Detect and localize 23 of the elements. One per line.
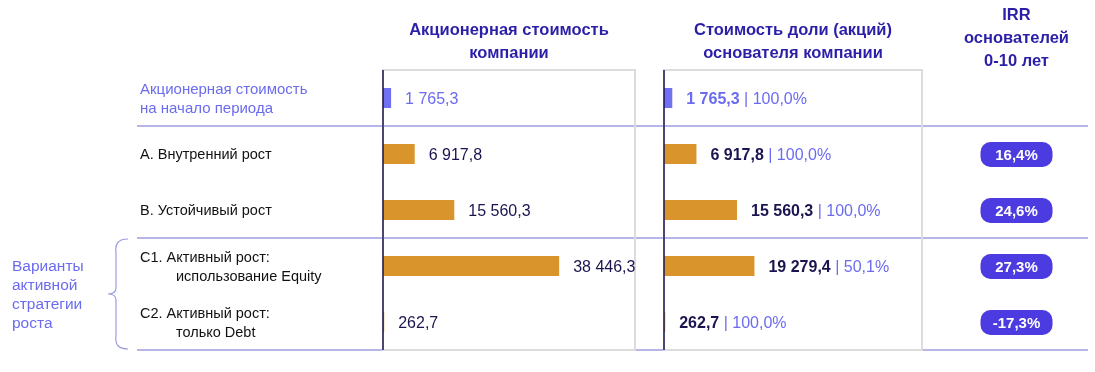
y-tick-label: C2. Активный рост: только Debt: [140, 305, 270, 340]
data-label: 262,7: [398, 314, 439, 331]
text: -17,3%: [992, 313, 1041, 331]
chart-title: Акционерная стоимость компании: [409, 20, 609, 61]
y-tick-label: C1. Активный рост: использование Equity: [140, 249, 323, 284]
y-tick-label: Акционерная стоимость на начало периода: [140, 80, 308, 116]
data-label: 262,7 | 100,0%: [679, 314, 787, 331]
data-label: 15 560,3 | 100,0%: [750, 202, 881, 219]
chart-title: Стоимость доли (акций) основателя компании: [693, 20, 893, 61]
text: 27,3%: [995, 257, 1038, 275]
data-label: 6 917,8: [428, 146, 483, 163]
data-label: 38 446,3: [573, 258, 636, 275]
data-label: 6 917,8 | 100,0%: [710, 146, 832, 163]
y-tick-label: A. Внутренний рост: [140, 146, 273, 162]
y-tick-label: B. Устойчивый рост: [140, 202, 273, 218]
text: 24,6%: [995, 201, 1038, 219]
text: IRR основателей 0-10 лет: [963, 5, 1070, 69]
data-label: 19 279,4 | 50,1%: [768, 258, 890, 275]
data-label: 15 560,3: [468, 202, 531, 219]
text: Варианты активной стратегии роста: [12, 256, 84, 331]
data-label: 1 765,3: [405, 90, 459, 107]
text: 16,4%: [995, 145, 1038, 163]
data-label: 1 765,3 | 100,0%: [686, 90, 807, 107]
